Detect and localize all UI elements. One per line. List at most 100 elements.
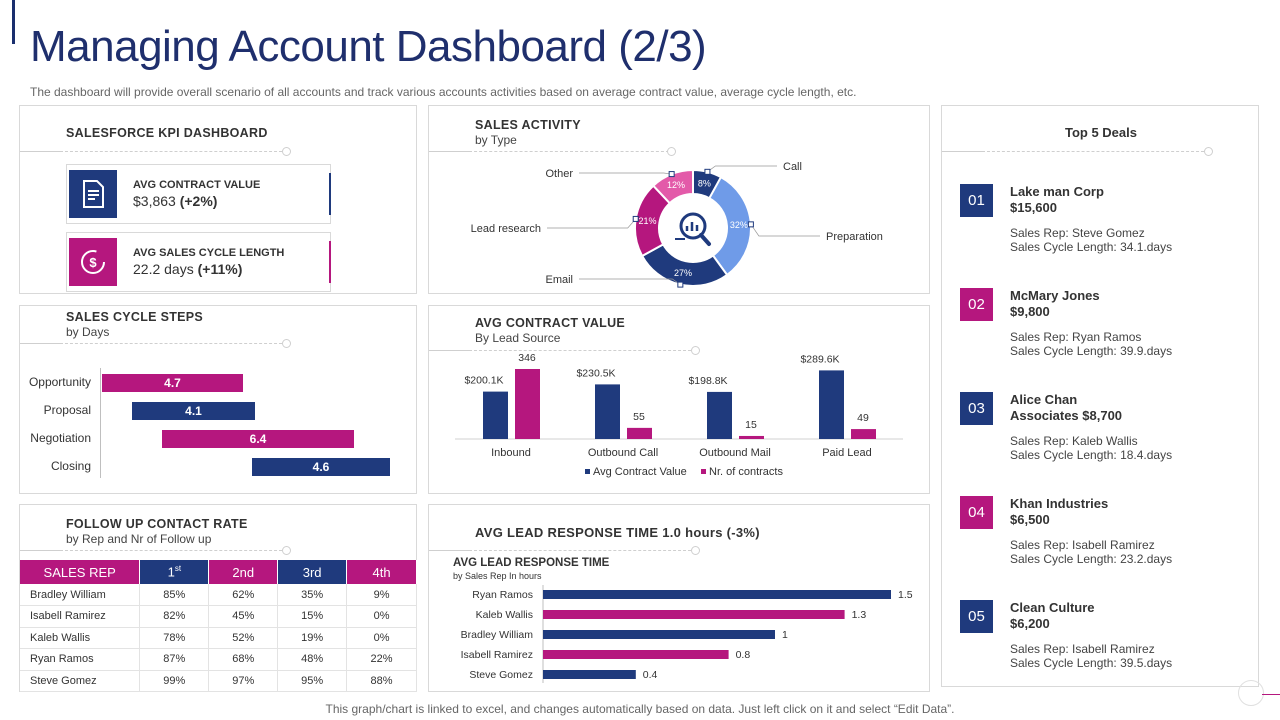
lead-bar [543,670,636,679]
contract-count-bar [627,427,652,439]
lead-value-label: 1.3 [852,609,867,621]
cell: 35% [277,584,348,606]
legend-label: Avg Contract Value [593,466,687,478]
sales-cycle-panel: SALES CYCLE STEPS by Days Opportunity 4.7… [19,305,417,494]
magnifier-chart-icon [669,206,717,254]
contract-category-label: Outbound Mail [699,447,771,459]
deal-item: 04 Khan Industries $6,500 Sales Rep: Isa… [960,496,1250,576]
avg-contract-panel: AVG CONTRACT VALUE By Lead Source $200.1… [428,305,930,494]
deal-rep: Sales Rep: Kaleb Wallis [1010,434,1138,448]
deal-number: 01 [960,184,993,217]
divider [982,151,1204,152]
rep-name: Ryan Ramos [20,648,141,671]
donut-anchor-marker [747,221,754,228]
divider [469,350,691,351]
cell: 78% [139,627,210,649]
deal-number: 02 [960,288,993,321]
contract-value-label: $200.1K [464,375,503,387]
deal-amount: Associates $8,700 [1010,408,1123,423]
cell: 9% [346,584,417,606]
gantt-bar: 4.1 [132,402,255,420]
donut-leader-line [547,218,636,229]
contract-count-label: 346 [518,352,536,364]
divider-dot [282,339,291,348]
page-subtitle: The dashboard will provide overall scena… [30,85,857,99]
cell: 88% [346,670,417,692]
kpi-card-cycle: $ AVG SALES CYCLE LENGTH 22.2 days (+11%… [66,232,331,292]
deal-item: 01 Lake man Corp $15,600 Sales Rep: Stev… [960,184,1250,264]
gantt-category-label: Opportunity [28,375,91,389]
sales-activity-panel: SALES ACTIVITY by Type 8% Call 32% Preparat… [428,105,930,294]
donut-value-label: 32% [730,220,748,230]
lead-bar [543,630,775,639]
deal-cycle: Sales Cycle Length: 34.1.days [1010,240,1173,254]
kpi-label: AVG CONTRACT VALUE [133,179,261,191]
deal-name: Khan Industries [1010,496,1109,511]
contract-category-label: Inbound [491,447,531,459]
gantt-category-label: Closing [50,459,91,473]
lead-value-label: 0.8 [736,649,751,661]
deal-number: 03 [960,392,993,425]
cell: 99% [139,670,210,692]
lead-bar [543,650,729,659]
sales-activity-subtitle: by Type [475,133,517,147]
title-accent-bar [12,0,15,44]
donut-anchor-marker [677,281,684,288]
cell: 15% [277,605,348,628]
rep-name: Isabell Ramirez [20,605,141,628]
sales-cycle-chart: Opportunity 4.7 Proposal 4.1 Negotiation 6.4 C… [20,306,418,495]
avg-contract-title: AVG CONTRACT VALUE [475,316,626,330]
lead-response-title: AVG LEAD RESPONSE TIME 1.0 hours (-3%) [475,525,760,540]
divider-dot [1204,147,1213,156]
lead-bar [543,610,845,619]
donut-leader-line [750,224,820,237]
lead-chart-subtitle: by Sales Rep In hours [453,571,542,581]
cell: 82% [139,605,210,628]
donut-leader-line [579,172,672,175]
cell: 85% [139,584,210,606]
divider [60,151,282,152]
lead-response-panel: AVG LEAD RESPONSE TIME 1.0 hours (-3%) A… [428,504,930,692]
donut-category-label: Preparation [826,231,883,243]
cell: 19% [277,627,348,649]
deal-item: 05 Clean Culture $6,200 Sales Rep: Isabe… [960,600,1250,680]
follow-up-title: FOLLOW UP CONTACT RATE [66,517,248,531]
dollar-cycle-icon: $ [69,238,117,286]
table-row: Bradley William 85% 62% 35% 9% [20,584,417,606]
deal-name: Clean Culture [1010,600,1095,615]
top-deals-title: Top 5 Deals [1064,125,1137,140]
gantt-category-label: Negotiation [30,431,91,445]
avg-contract-subtitle: By Lead Source [475,331,561,345]
deal-number: 04 [960,496,993,529]
contract-count-label: 55 [633,411,645,423]
header-3rd: 3rd [277,560,348,584]
divider [429,550,469,551]
cell: 97% [208,670,279,692]
cell: 68% [208,648,279,671]
donut-category-label: Other [545,168,573,180]
cell: 22% [346,648,417,671]
donut-leader-line [707,165,777,173]
deal-name: Lake man Corp [1010,184,1104,199]
lead-value-label: 0.4 [643,669,658,681]
divider-dot [282,546,291,555]
gantt-category-label: Proposal [43,403,91,417]
gantt-bar: 4.7 [102,374,243,392]
deal-item: 03 Alice Chan Associates $8,700 Sales Re… [960,392,1250,472]
kpi-label: AVG SALES CYCLE LENGTH [133,247,285,259]
divider [469,550,691,551]
contract-value-bar [595,384,620,439]
lead-category-label: Bradley William [461,629,534,641]
deal-rep: Sales Rep: Steve Gomez [1010,226,1145,240]
divider [60,343,282,344]
legend-swatch [585,469,590,474]
contract-category-label: Paid Lead [822,447,872,459]
avg-contract-chart: $200.1K 346 Inbound $230.5K 55 Outbound Call $… [455,352,903,478]
svg-text:$: $ [89,255,97,270]
header-1st: 1st [139,560,210,584]
donut-anchor-marker [668,171,675,178]
deal-amount: $15,600 [1010,200,1057,215]
lead-response-chart: Ryan Ramos 1.5 Kaleb Wallis 1.3 Bradley Will… [461,585,913,683]
table-row: Ryan Ramos 87% 68% 48% 22% [20,648,417,671]
lead-category-label: Isabell Ramirez [461,649,533,661]
